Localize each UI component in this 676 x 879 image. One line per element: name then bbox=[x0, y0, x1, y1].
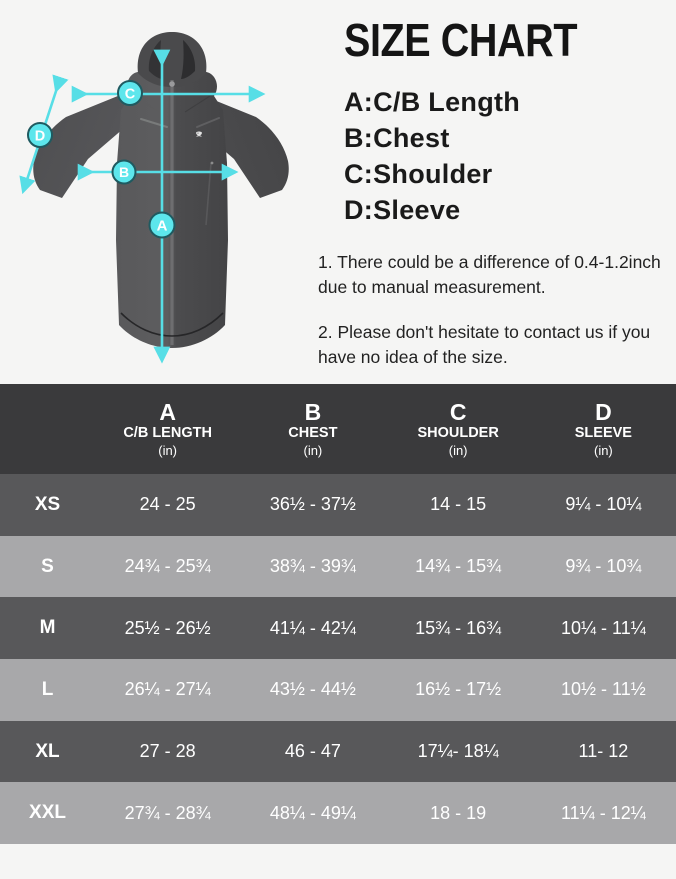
svg-text:B: B bbox=[119, 164, 129, 180]
svg-text:A: A bbox=[157, 218, 168, 235]
svg-text:C: C bbox=[125, 86, 136, 102]
svg-text:D: D bbox=[35, 128, 45, 144]
